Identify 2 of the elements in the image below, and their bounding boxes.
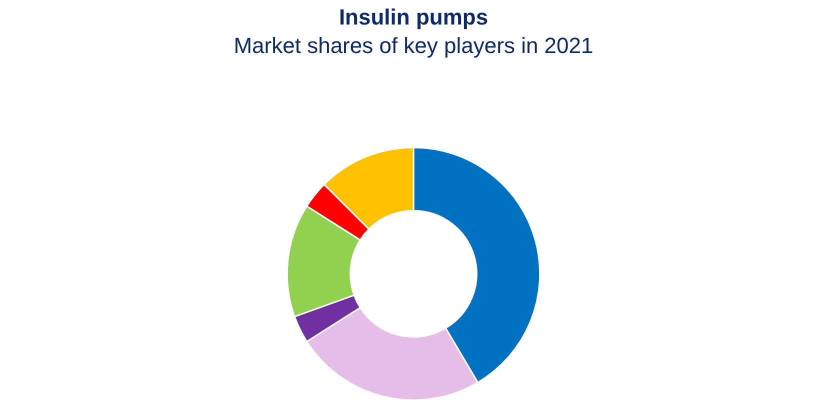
chart-title: Insulin pumps [338,4,488,30]
chart-subtitle: Market shares of key players in 2021 [234,33,594,58]
